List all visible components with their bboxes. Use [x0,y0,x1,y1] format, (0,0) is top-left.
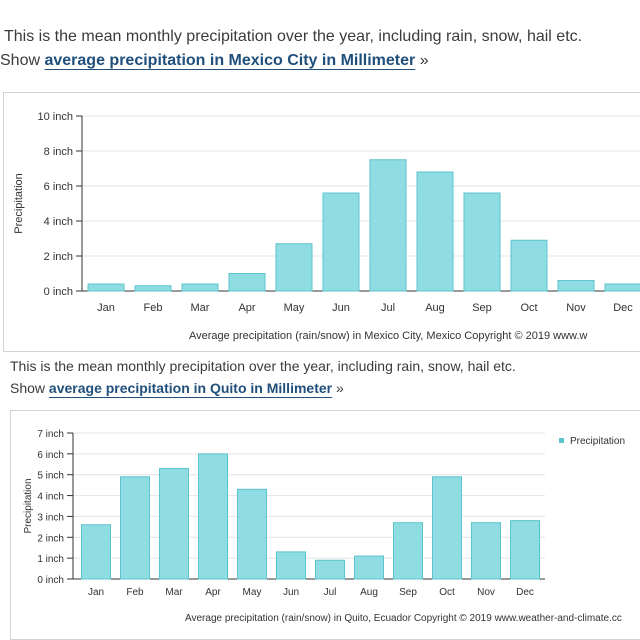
x-tick-label: Jun [283,587,299,598]
bar-may [237,488,267,580]
x-tick-label: May [243,587,262,598]
bar-mar [181,283,219,292]
bar-feb [134,285,172,292]
intro-text-mexico: This is the mean monthly precipitation o… [4,28,582,46]
y-tick-label: 2 inch [44,251,73,263]
x-tick-label: Aug [425,302,445,314]
x-tick-label: Feb [126,587,144,598]
bar-mar [159,467,189,580]
x-tick-label: Jul [381,302,395,314]
x-tick-label: Sep [399,587,417,598]
bar-sep [463,192,501,292]
x-tick-label: Nov [477,587,495,598]
intro-link-line-mexico: Show average precipitation in Mexico Cit… [0,52,429,70]
bar-may [275,243,313,292]
bar-aug [416,171,454,292]
x-tick-label: Mar [165,587,183,598]
mexico-precipitation-chart: 0 inch 2 inch 4 inch 6 inch 8 inch 10 inch Pre… [13,111,640,342]
x-tick-label: Mar [191,302,210,314]
bar-jul [369,159,407,292]
bar-oct [432,476,462,580]
x-tick-label: Jun [332,302,350,314]
bar-jan [87,283,125,292]
bar-sep [393,522,423,580]
x-tick-label: Apr [205,587,221,598]
y-axis-label: Precipitation [13,173,25,234]
intro-description: This is the mean monthly precipitation o… [4,28,583,45]
x-tick-label: Apr [238,302,255,314]
bar-jul [315,559,345,580]
y-tick-label: 8 inch [44,146,73,158]
y-tick-label: 6 inch [37,450,64,461]
x-tick-label: May [284,302,305,314]
y-tick-label: 5 inch [37,471,64,482]
mexico-millimeter-link[interactable]: average precipitation in Mexico City in … [44,52,416,69]
legend-label: Precipitation [570,436,625,447]
y-tick-label: 0 inch [44,286,73,298]
y-axis-label: Precipitation [23,478,34,533]
bar-apr [228,273,266,292]
x-tick-label: Feb [144,302,163,314]
x-tick-label: Jan [88,587,104,598]
x-tick-label: Nov [566,302,586,314]
intro-description: This is the mean monthly precipitation o… [10,358,516,374]
bar-aug [354,555,384,580]
x-tick-label: Sep [472,302,492,314]
x-tick-label: Aug [360,587,378,598]
raquo-icon: » [335,380,344,396]
quito-precipitation-chart: 0 inch 1 inch 2 inch 3 inch 4 inch 5 inch 6 in… [23,429,625,624]
x-tick-label: Jul [324,587,337,598]
y-tick-label: 4 inch [44,216,73,228]
x-tick-label: Oct [439,587,455,598]
bar-feb [120,476,150,580]
y-tick-label: 0 inch [37,575,64,586]
bar-apr [198,453,228,580]
x-tick-label: Jan [97,302,115,314]
bar-jun [276,551,306,580]
y-tick-label: 10 inch [38,111,73,123]
intro-link-line-quito: Show average precipitation in Quito in M… [10,380,344,396]
quito-chart-container: 0 inch 1 inch 2 inch 3 inch 4 inch 5 inch 6 in… [10,410,640,640]
quito-millimeter-link[interactable]: average precipitation in Quito in Millim… [48,380,333,396]
y-tick-label: 2 inch [37,533,64,544]
show-label: Show [10,380,46,396]
y-tick-label: 1 inch [37,554,64,565]
bar-oct [510,239,548,292]
raquo-icon: » [419,52,429,69]
show-label: Show [0,52,41,69]
mexico-chart-container: 0 inch 2 inch 4 inch 6 inch 8 inch 10 inch Pre… [3,92,640,352]
y-tick-label: 4 inch [37,492,64,503]
y-tick-label: 3 inch [37,512,64,523]
bar-nov [557,280,595,292]
x-tick-label: Dec [516,587,534,598]
x-tick-label: Oct [520,302,537,314]
x-tick-label: Dec [613,302,633,314]
y-tick-label: 7 inch [37,429,64,440]
y-tick-label: 6 inch [44,181,73,193]
bar-dec [604,283,640,292]
bar-jun [322,192,360,292]
bar-dec [510,520,540,580]
bar-nov [471,522,501,580]
chart-caption: Average precipitation (rain/snow) in Qui… [185,613,622,624]
intro-text-quito: This is the mean monthly precipitation o… [10,358,516,374]
chart-caption: Average precipitation (rain/snow) in Mex… [189,330,587,342]
bar-jan [81,524,111,580]
legend-marker [559,438,564,443]
